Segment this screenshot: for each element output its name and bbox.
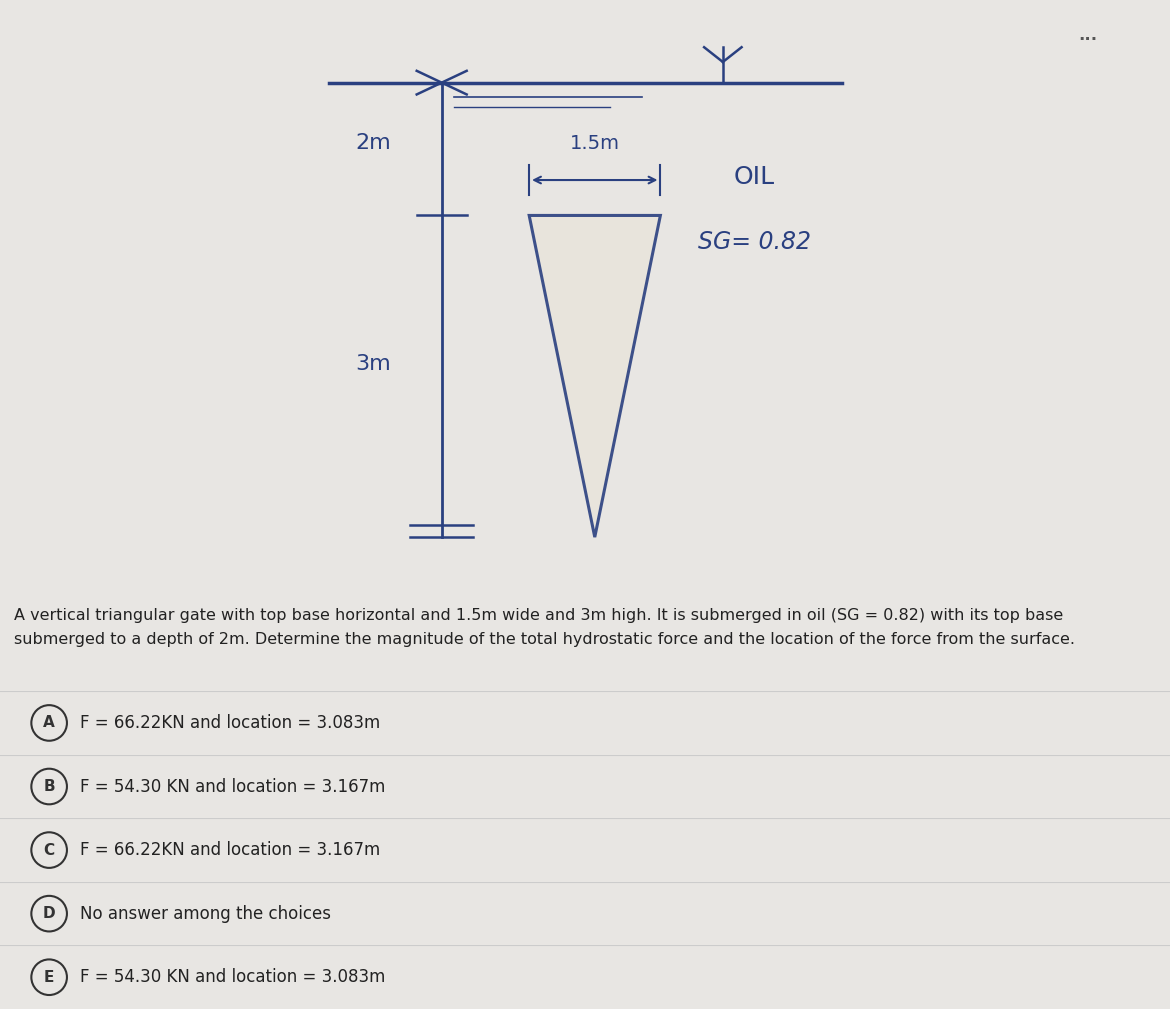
Text: OIL: OIL: [734, 165, 775, 189]
Text: E: E: [44, 970, 54, 985]
Text: A vertical triangular gate with top base horizontal and 1.5m wide and 3m high. I: A vertical triangular gate with top base…: [14, 608, 1075, 647]
Text: F = 54.30 KN and location = 3.083m: F = 54.30 KN and location = 3.083m: [80, 969, 385, 986]
Text: F = 66.22KN and location = 3.083m: F = 66.22KN and location = 3.083m: [80, 714, 380, 732]
Text: A: A: [43, 715, 55, 731]
Text: F = 66.22KN and location = 3.167m: F = 66.22KN and location = 3.167m: [80, 842, 380, 859]
Text: ...: ...: [1079, 26, 1097, 44]
Text: 1.5m: 1.5m: [570, 134, 620, 153]
Text: D: D: [43, 906, 55, 921]
Text: C: C: [43, 843, 55, 858]
Text: B: B: [43, 779, 55, 794]
Text: SG= 0.82: SG= 0.82: [697, 230, 811, 254]
Text: 3m: 3m: [356, 354, 391, 374]
Text: 2m: 2m: [356, 133, 391, 153]
Text: F = 54.30 KN and location = 3.167m: F = 54.30 KN and location = 3.167m: [80, 778, 385, 795]
Polygon shape: [529, 216, 660, 537]
Text: No answer among the choices: No answer among the choices: [80, 905, 331, 922]
